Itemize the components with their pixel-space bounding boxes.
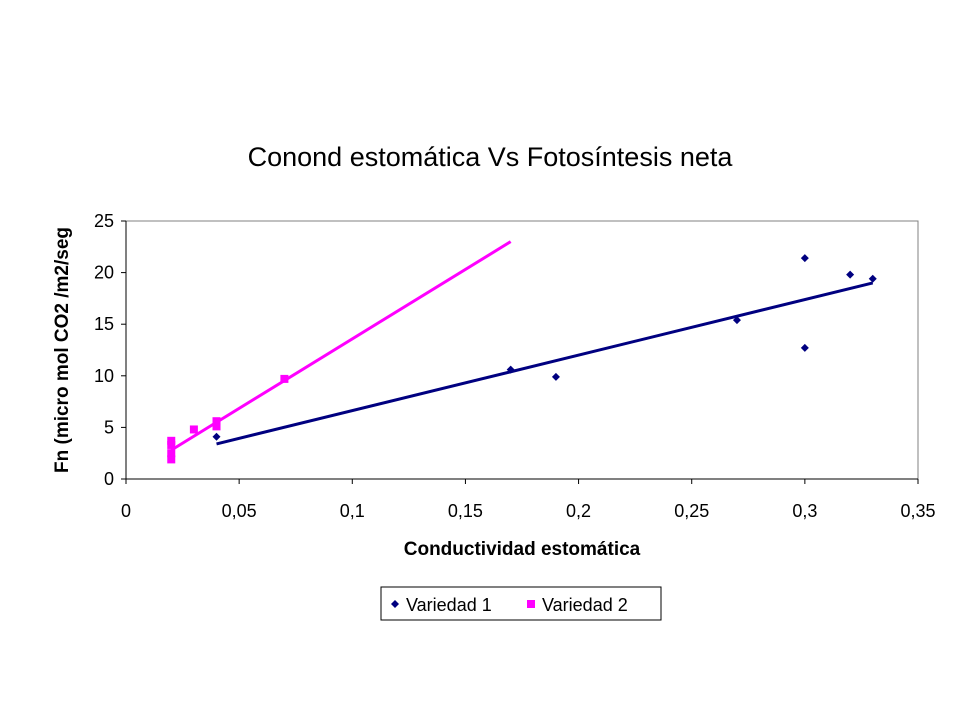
- data-point-series-2: [167, 440, 176, 449]
- trendline-series-2: [170, 240, 512, 452]
- data-point-series-2: [212, 422, 221, 431]
- data-point-series-2: [212, 417, 221, 426]
- data-point-series-1: [551, 372, 560, 381]
- x-axis: 0 0,05 0,1 0,15 0,2 0,25 0,3 0,35: [121, 478, 936, 521]
- data-point-series-1: [868, 274, 877, 283]
- x-tick-label: 0,3: [792, 501, 817, 521]
- data-point-series-1: [212, 432, 221, 441]
- y-tick-label: 20: [94, 263, 114, 283]
- y-tick-label: 25: [94, 211, 114, 231]
- legend-marker-series-2: [527, 600, 535, 608]
- data-point-series-2: [167, 436, 176, 445]
- data-points: [167, 254, 877, 464]
- x-tick-label: 0,05: [222, 501, 257, 521]
- plot-area: [125, 220, 919, 480]
- y-axis-label: Fn (micro mol CO2 /m2/seg: [52, 227, 73, 473]
- y-tick-label: 0: [104, 469, 114, 489]
- trendlines: [170, 240, 874, 452]
- x-axis-label: Conductividad estomática: [404, 539, 641, 560]
- y-axis: 0 5 10 15 20 25: [94, 211, 127, 489]
- y-tick-label: 15: [94, 314, 114, 334]
- data-point-series-1: [846, 270, 855, 279]
- y-tick-label: 10: [94, 366, 114, 386]
- data-point-series-2: [167, 455, 176, 464]
- trendline-series-1: [216, 281, 874, 446]
- legend-label-series-1: Variedad 1: [406, 595, 492, 615]
- data-point-series-2: [189, 425, 198, 434]
- x-tick-label: 0,25: [674, 501, 709, 521]
- legend-label-series-2: Variedad 2: [542, 595, 628, 615]
- x-tick-label: 0,2: [566, 501, 591, 521]
- legend: Variedad 1 Variedad 2: [380, 586, 662, 621]
- data-point-series-2: [167, 449, 176, 458]
- chart-title: Conond estomática Vs Fotosíntesis neta: [248, 142, 734, 172]
- data-point-series-1: [732, 316, 741, 325]
- data-point-series-2: [280, 374, 289, 383]
- data-point-series-1: [506, 365, 515, 374]
- x-tick-label: 0: [121, 501, 131, 521]
- x-tick-label: 0,35: [900, 501, 935, 521]
- y-tick-label: 5: [104, 417, 114, 437]
- x-tick-label: 0,1: [340, 501, 365, 521]
- legend-box: [380, 586, 662, 621]
- data-point-series-1: [800, 343, 809, 352]
- data-point-series-1: [800, 254, 809, 263]
- x-tick-label: 0,15: [448, 501, 483, 521]
- legend-marker-series-1: [391, 600, 399, 608]
